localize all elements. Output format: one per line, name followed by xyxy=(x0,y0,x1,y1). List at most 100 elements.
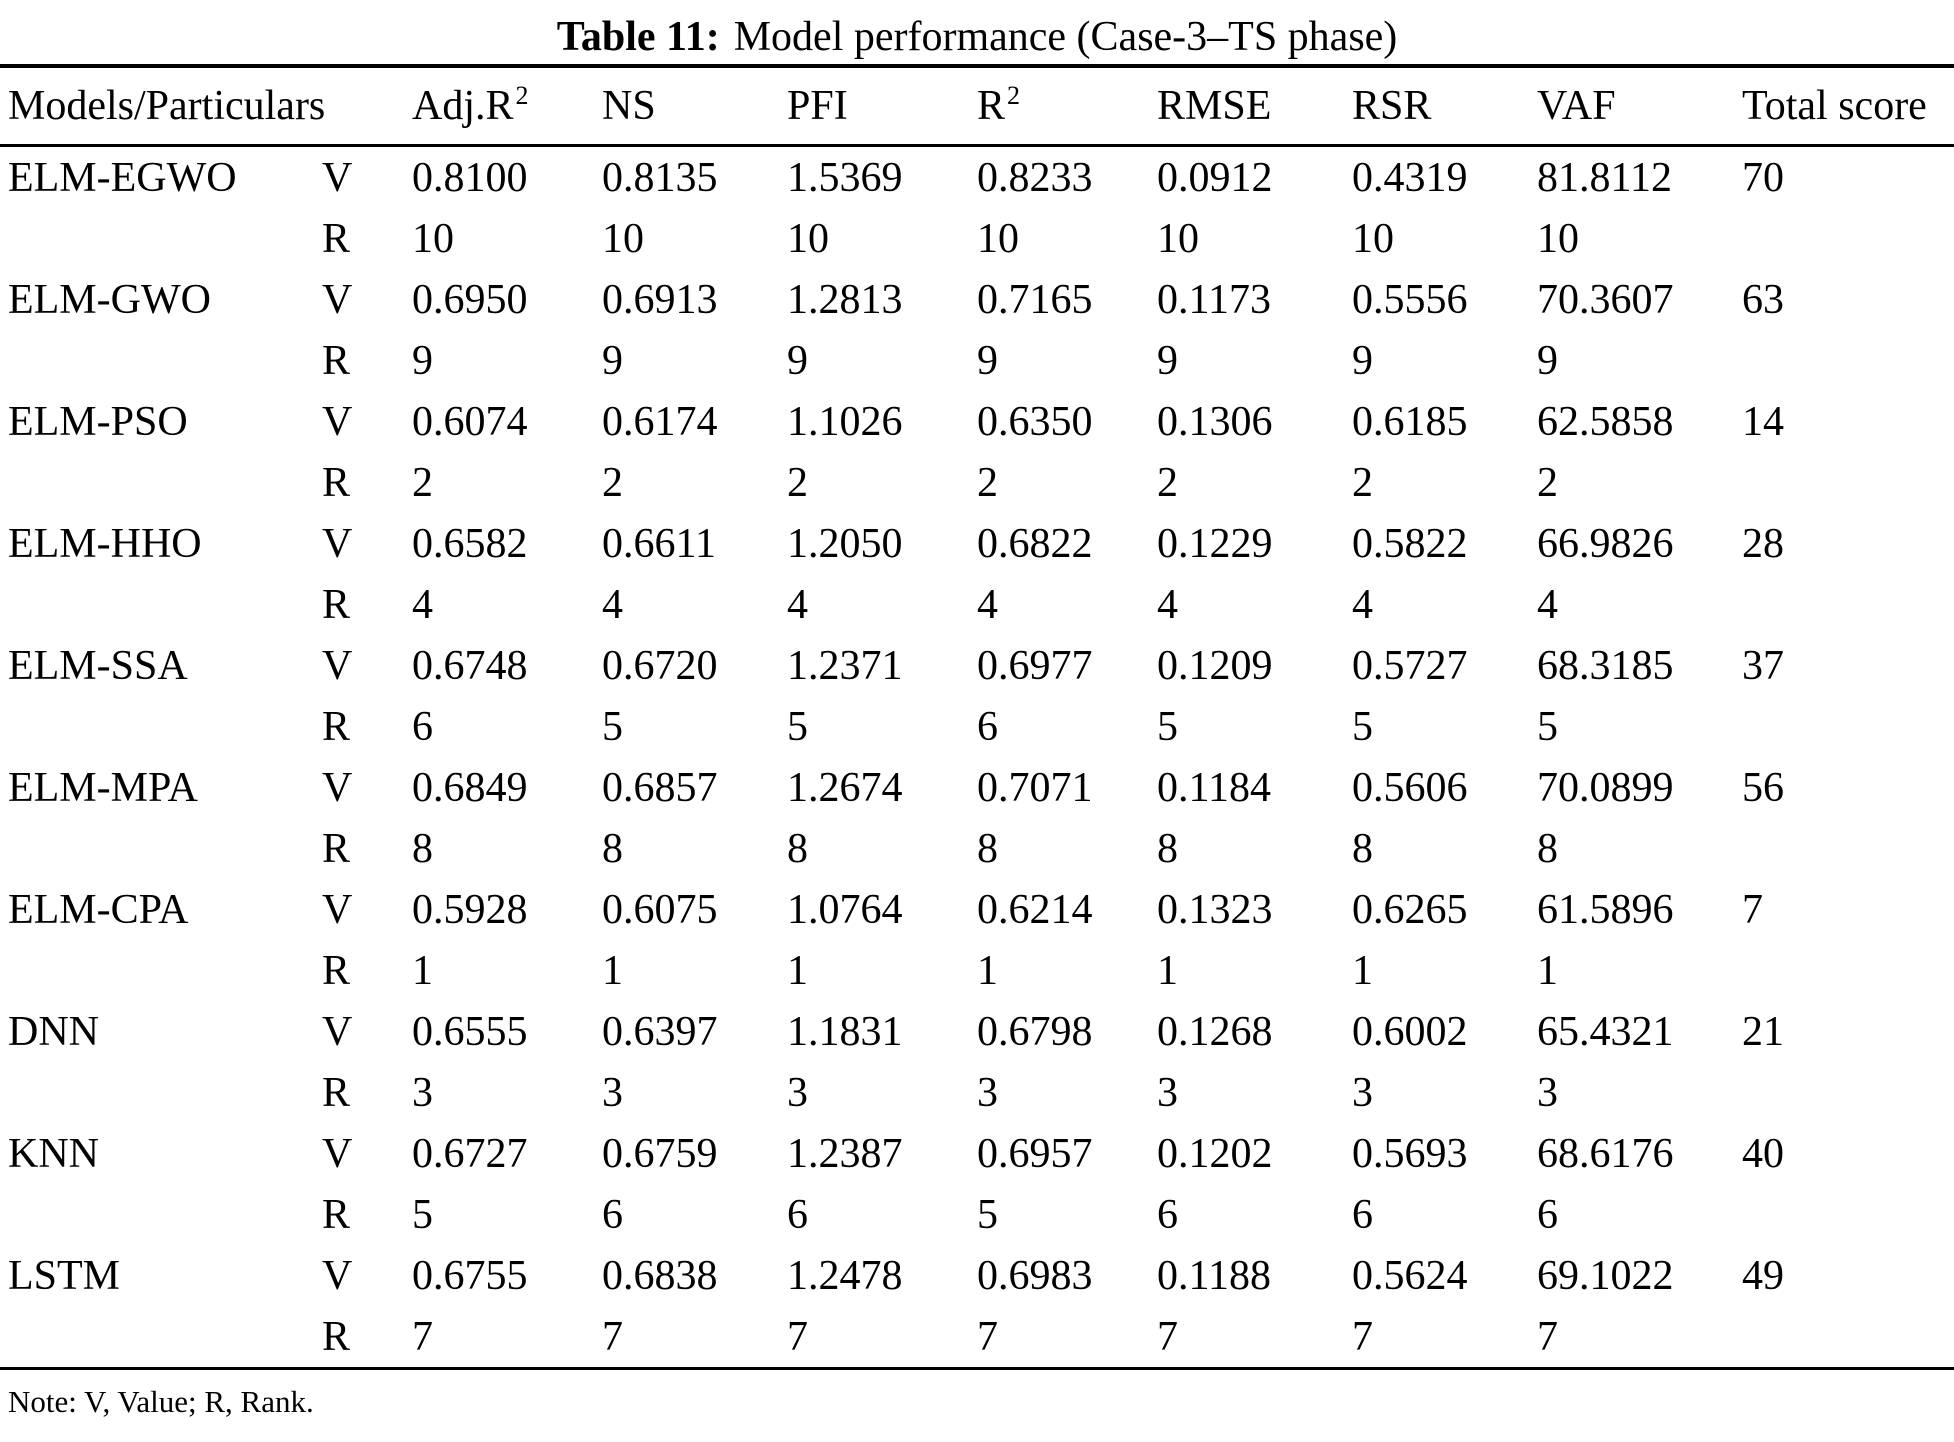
metric-value: 1.2674 xyxy=(787,764,903,811)
metric-value: 0.6075 xyxy=(602,886,718,933)
total-score: 37 xyxy=(1742,642,1784,689)
total-score-empty xyxy=(1742,452,1954,513)
total-score-empty xyxy=(1742,818,1954,879)
row-type-label: V xyxy=(322,154,353,201)
model-rank-row: R 10 10 10 10 10 10 10 xyxy=(0,208,1954,269)
model-value-row: ELM-SSA V 0.6748 0.6720 1.2371 0.6977 0.1209 0.… xyxy=(0,635,1954,696)
metric-rank: 7 xyxy=(1352,1313,1373,1360)
model-name-empty xyxy=(0,330,322,391)
metric-value: 0.8233 xyxy=(977,154,1093,201)
row-type-label: R xyxy=(322,1191,351,1238)
metric-value: 0.6720 xyxy=(602,642,718,689)
metric-value: 0.0912 xyxy=(1157,154,1273,201)
metric-value: 1.2050 xyxy=(787,520,903,567)
model-name: ELM-SSA xyxy=(8,642,188,689)
metric-rank: 7 xyxy=(1157,1313,1178,1360)
metric-value: 70.0899 xyxy=(1537,764,1674,811)
metric-rank: 8 xyxy=(787,825,808,872)
metric-value: 0.6950 xyxy=(412,276,528,323)
metric-rank: 8 xyxy=(1537,825,1558,872)
performance-table: Models/Particulars Adj.R2 NS PFI R2 RMSE RSR VA… xyxy=(0,64,1954,1370)
metric-value: 70.3607 xyxy=(1537,276,1674,323)
metric-rank: 8 xyxy=(977,825,998,872)
metric-rank: 9 xyxy=(412,337,433,384)
table-caption: Model performance (Case-3–TS phase) xyxy=(733,14,1398,60)
metric-rank: 8 xyxy=(1157,825,1178,872)
metric-value: 0.8135 xyxy=(602,154,718,201)
column-header: NS xyxy=(602,66,787,147)
metric-rank: 3 xyxy=(1537,1069,1558,1116)
model-name-empty xyxy=(0,1184,322,1245)
row-type-label: V xyxy=(322,642,353,689)
metric-value: 0.6350 xyxy=(977,398,1093,445)
total-score: 40 xyxy=(1742,1130,1784,1177)
metric-rank: 1 xyxy=(977,947,998,994)
metric-value: 69.1022 xyxy=(1537,1252,1674,1299)
row-type-label: V xyxy=(322,276,353,323)
metric-rank: 10 xyxy=(1157,215,1199,262)
metric-value: 0.1184 xyxy=(1157,764,1271,811)
metric-value: 0.1229 xyxy=(1157,520,1273,567)
metric-rank: 5 xyxy=(977,1191,998,1238)
metric-value: 0.6755 xyxy=(412,1252,528,1299)
metric-value: 0.4319 xyxy=(1352,154,1468,201)
column-header: RMSE xyxy=(1157,66,1352,147)
metric-rank: 5 xyxy=(412,1191,433,1238)
row-type-label: R xyxy=(322,825,351,872)
metric-value: 0.6611 xyxy=(602,520,716,567)
metric-value: 1.2813 xyxy=(787,276,903,323)
total-score: 70 xyxy=(1742,154,1784,201)
model-name-empty xyxy=(0,818,322,879)
page-title: Table 11: Model performance (Case-3–TS ph… xyxy=(0,0,1954,64)
total-score-empty xyxy=(1742,696,1954,757)
metric-value: 0.6977 xyxy=(977,642,1093,689)
row-type-label: R xyxy=(322,703,351,750)
metric-value: 0.1306 xyxy=(1157,398,1273,445)
model-value-row: DNN V 0.6555 0.6397 1.1831 0.6798 0.1268 0.6002… xyxy=(0,1001,1954,1062)
row-type-label: R xyxy=(322,1313,351,1360)
metric-rank: 7 xyxy=(602,1313,623,1360)
model-value-row: ELM-CPA V 0.5928 0.6075 1.0764 0.6214 0.1323 0.… xyxy=(0,879,1954,940)
metric-value: 0.6727 xyxy=(412,1130,528,1177)
metric-rank: 4 xyxy=(412,581,433,628)
metric-rank: 8 xyxy=(602,825,623,872)
metric-rank: 10 xyxy=(1352,215,1394,262)
metric-value: 0.6849 xyxy=(412,764,528,811)
metric-value: 62.5858 xyxy=(1537,398,1674,445)
metric-rank: 2 xyxy=(412,459,433,506)
total-score-empty xyxy=(1742,1062,1954,1123)
metric-rank: 9 xyxy=(1352,337,1373,384)
row-type-label: R xyxy=(322,337,351,384)
metric-value: 0.5556 xyxy=(1352,276,1468,323)
total-score: 56 xyxy=(1742,764,1784,811)
column-header: VAF xyxy=(1537,66,1742,147)
model-rank-row: R 2 2 2 2 2 2 2 xyxy=(0,452,1954,513)
metric-rank: 5 xyxy=(1537,703,1558,750)
metric-value: 0.6582 xyxy=(412,520,528,567)
metric-value: 1.2387 xyxy=(787,1130,903,1177)
metric-rank: 3 xyxy=(412,1069,433,1116)
metric-rank: 4 xyxy=(1537,581,1558,628)
model-name-empty xyxy=(0,208,322,269)
metric-value: 0.5822 xyxy=(1352,520,1468,567)
metric-rank: 2 xyxy=(787,459,808,506)
model-name: ELM-PSO xyxy=(8,398,188,445)
row-type-label: R xyxy=(322,215,351,262)
metric-rank: 6 xyxy=(977,703,998,750)
model-rank-row: R 6 5 5 6 5 5 5 xyxy=(0,696,1954,757)
metric-rank: 1 xyxy=(787,947,808,994)
model-value-row: ELM-EGWO V 0.8100 0.8135 1.5369 0.8233 0.0912 0… xyxy=(0,146,1954,209)
model-name-empty xyxy=(0,452,322,513)
metric-rank: 10 xyxy=(602,215,644,262)
metric-value: 0.5624 xyxy=(1352,1252,1468,1299)
table-number-label: Table 11: xyxy=(556,14,720,60)
metric-value: 0.6214 xyxy=(977,886,1093,933)
total-score-empty xyxy=(1742,1306,1954,1369)
model-value-row: KNN V 0.6727 0.6759 1.2387 0.6957 0.1202 0.5693… xyxy=(0,1123,1954,1184)
metric-rank: 9 xyxy=(787,337,808,384)
model-rank-row: R 8 8 8 8 8 8 8 xyxy=(0,818,1954,879)
model-name: LSTM xyxy=(8,1252,121,1299)
metric-value: 0.1202 xyxy=(1157,1130,1273,1177)
metric-value: 0.6074 xyxy=(412,398,528,445)
